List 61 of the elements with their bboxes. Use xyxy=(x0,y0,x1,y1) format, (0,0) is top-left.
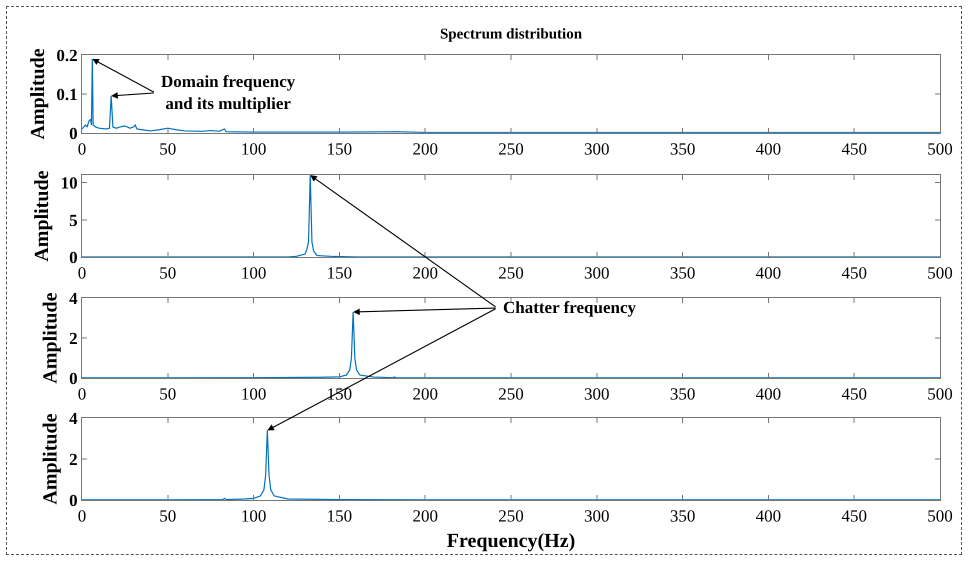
y-axis-title: Amplitude xyxy=(26,48,49,140)
x-tick-label: 400 xyxy=(756,263,782,282)
annotation: Domain frequency and its multiplier xyxy=(161,72,296,114)
x-tick-label: 100 xyxy=(240,139,266,158)
x-tick-label: 150 xyxy=(326,506,352,526)
y-tick-label: 2 xyxy=(69,450,78,470)
x-tick-label: 350 xyxy=(670,384,696,404)
x-tick-label: 300 xyxy=(584,506,610,526)
x-tick-label: 300 xyxy=(584,384,610,404)
x-tick-label: 250 xyxy=(498,263,524,282)
x-tick-label: 450 xyxy=(841,263,867,282)
x-axis-title: Frequency(Hz) xyxy=(446,530,576,552)
x-tick-label: 50 xyxy=(159,506,176,526)
x-tick-label: 500 xyxy=(927,506,953,526)
x-tick-label: 100 xyxy=(240,384,266,404)
annotation: Chatter frequency xyxy=(503,298,636,317)
x-tick-label: 200 xyxy=(412,506,438,526)
x-tick-label: 300 xyxy=(584,263,610,282)
y-tick-label: 4 xyxy=(69,409,78,428)
y-tick-label: 0 xyxy=(69,369,78,388)
y-tick-label: 5 xyxy=(69,210,78,230)
y-axis-title: Amplitude xyxy=(31,170,54,262)
x-tick-label: 350 xyxy=(670,506,696,526)
x-tick-label: 450 xyxy=(841,384,867,404)
x-tick-label: 300 xyxy=(584,139,610,158)
x-tick-label: 350 xyxy=(670,139,696,158)
y-tick-label: 0 xyxy=(69,490,78,510)
x-tick-label: 200 xyxy=(412,139,438,158)
x-tick-label: 400 xyxy=(756,139,782,158)
x-tick-label: 500 xyxy=(927,139,953,158)
y-tick-label: 2 xyxy=(69,328,78,348)
x-tick-label: 100 xyxy=(240,506,266,526)
chart-title: Spectrum distribution xyxy=(440,26,583,42)
line-series xyxy=(82,58,940,133)
x-tick-label: 100 xyxy=(240,263,266,282)
y-tick-label: 0.2 xyxy=(56,46,78,65)
y-tick-label: 10 xyxy=(60,174,78,193)
y-tick-label: 4 xyxy=(69,288,78,308)
x-tick-label: 200 xyxy=(412,263,438,282)
x-tick-label: 50 xyxy=(159,263,176,282)
y-tick-label: 0 xyxy=(69,248,78,267)
x-tick-label: 250 xyxy=(498,506,524,526)
x-tick-label: 150 xyxy=(326,139,352,158)
y-axis-title: Amplitude xyxy=(40,413,62,505)
line-series xyxy=(82,175,940,258)
x-tick-label: 500 xyxy=(927,384,953,404)
y-tick-label: 0 xyxy=(69,124,78,143)
x-tick-label: 400 xyxy=(756,384,782,404)
x-tick-label: 450 xyxy=(841,506,867,526)
x-tick-label: 200 xyxy=(412,384,438,404)
y-axis-title: Amplitude xyxy=(40,292,62,384)
x-tick-label: 250 xyxy=(498,139,524,158)
x-tick-label: 400 xyxy=(756,506,782,526)
x-tick-label: 50 xyxy=(159,384,176,404)
x-tick-label: 350 xyxy=(670,263,696,282)
y-tick-label: 0.1 xyxy=(56,84,78,104)
x-tick-label: 50 xyxy=(159,139,176,158)
x-tick-label: 500 xyxy=(927,263,953,282)
x-tick-label: 450 xyxy=(841,139,867,158)
x-tick-label: 250 xyxy=(498,384,524,404)
x-tick-label: 150 xyxy=(326,263,352,282)
